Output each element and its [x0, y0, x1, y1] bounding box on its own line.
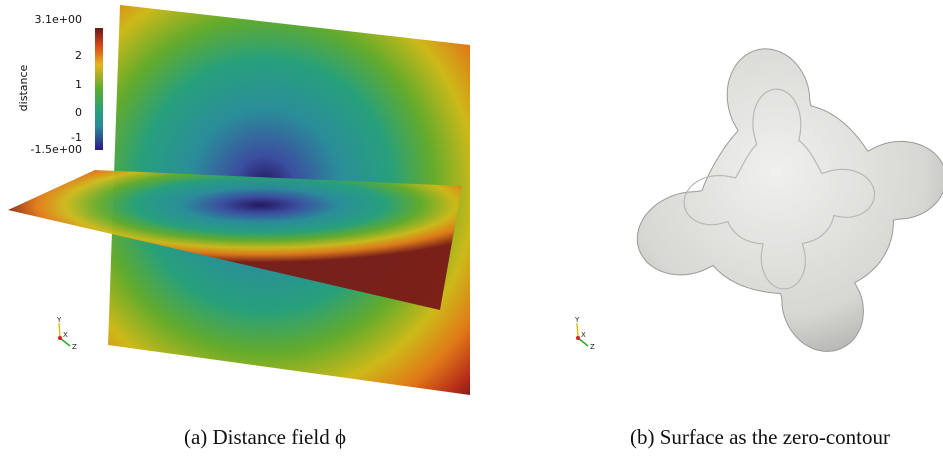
axis-z: [577, 337, 589, 347]
surface-shading: [683, 88, 876, 290]
axis-z: [59, 337, 71, 347]
axes-glyph: YXZ: [56, 316, 77, 351]
axes-glyph: YXZ: [574, 316, 595, 351]
colorbar-title: distance: [17, 64, 30, 111]
axis-label: X: [63, 331, 68, 339]
colorbar-tick-label: -1.5e+00: [31, 143, 82, 156]
axis-label: Y: [56, 316, 62, 324]
colorbar-tick-label: 3.1e+00: [35, 13, 82, 26]
colorbar-tick-label: -1: [71, 131, 82, 144]
axis-label: Z: [72, 343, 77, 351]
zero-contour-surface: [636, 48, 943, 352]
axis-label: Y: [574, 316, 580, 324]
axis-label: Z: [590, 343, 595, 351]
axis-y: [576, 322, 579, 339]
colorbar: [95, 28, 103, 150]
axis-x: [58, 336, 62, 340]
colorbar-tick-label: 1: [75, 78, 82, 91]
colorbar-ticks: 3.1e+00 2 1 0 -1-1.5e+00: [31, 13, 82, 156]
axis-x: [576, 336, 580, 340]
caption: (b) Surface as the zero-contour: [630, 425, 890, 449]
axis-label: X: [581, 331, 586, 339]
colorbar-tick-label: 0: [75, 106, 82, 119]
colorbar-tick-label: 2: [75, 49, 82, 62]
caption: (a) Distance field ϕ: [184, 425, 346, 449]
axis-y: [58, 322, 61, 339]
horizontal-slice: [8, 170, 462, 310]
